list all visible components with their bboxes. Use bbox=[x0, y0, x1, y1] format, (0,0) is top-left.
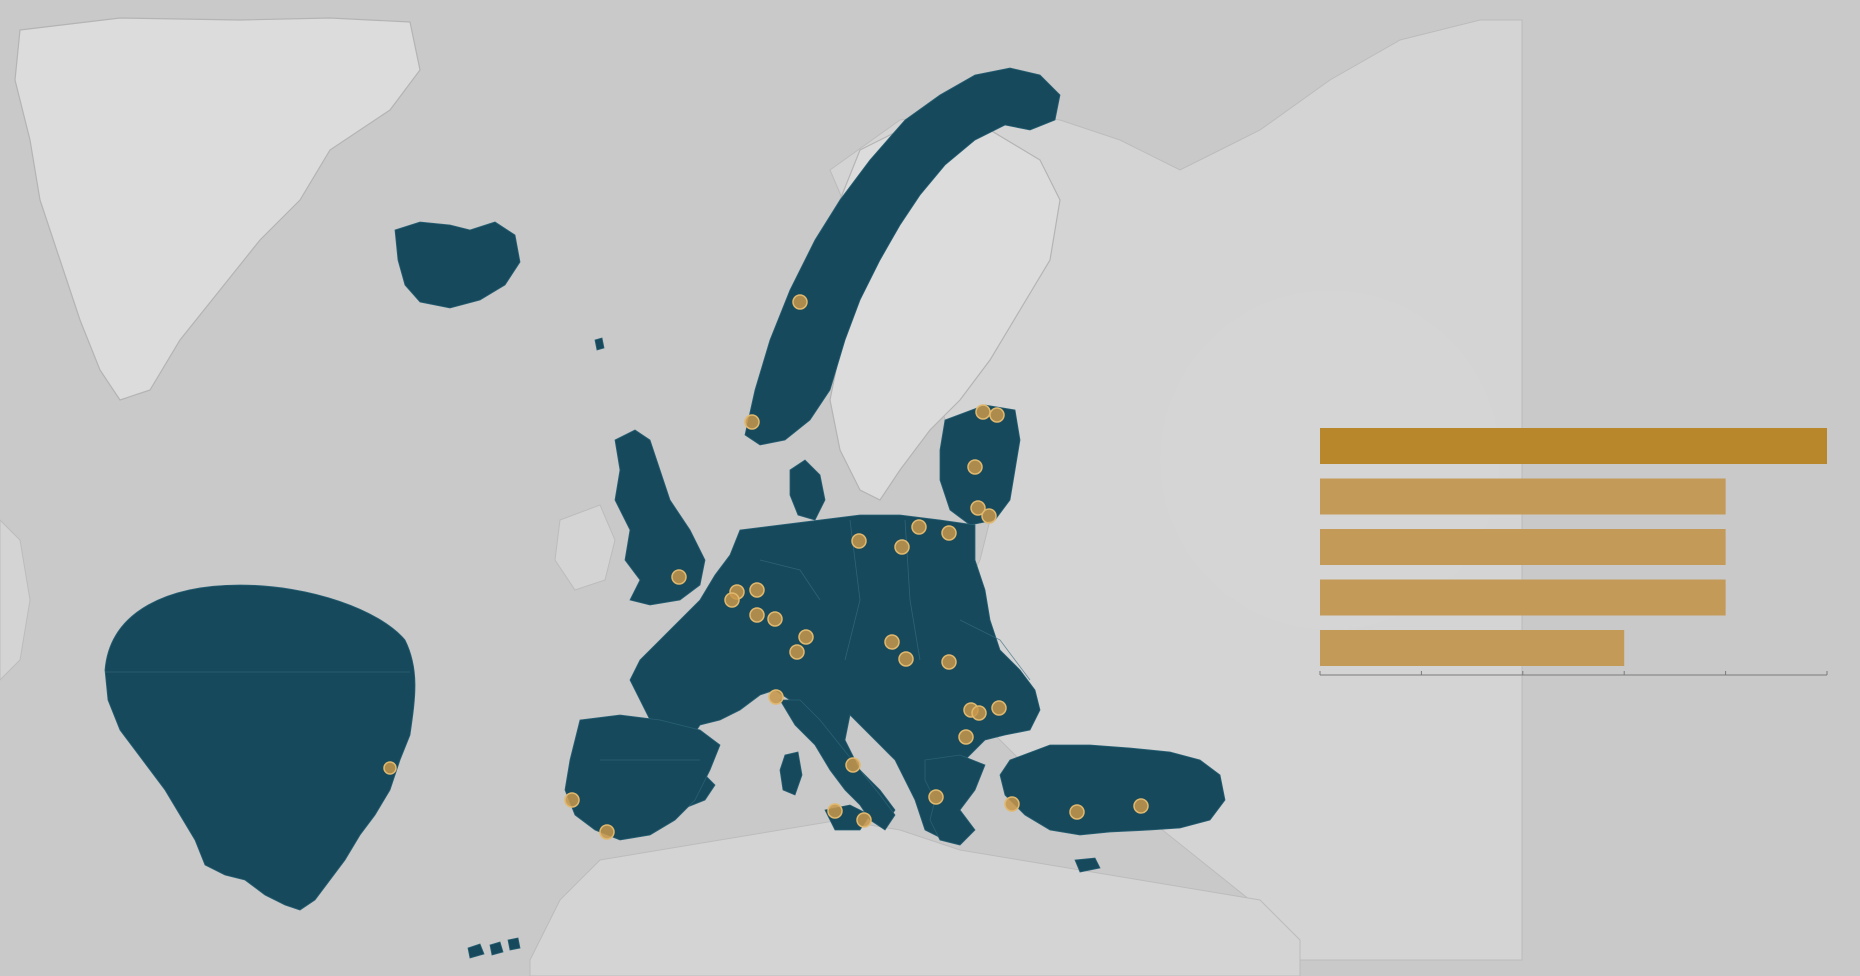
site-marker[interactable] bbox=[911, 519, 927, 535]
site-marker[interactable] bbox=[749, 582, 765, 598]
site-marker[interactable] bbox=[744, 414, 760, 430]
site-marker[interactable] bbox=[1004, 796, 1020, 812]
site-marker[interactable] bbox=[599, 824, 615, 840]
border-line-3 bbox=[759, 559, 821, 601]
italy[interactable] bbox=[779, 699, 896, 831]
site-marker[interactable] bbox=[798, 629, 814, 645]
site-marker[interactable] bbox=[1133, 798, 1149, 814]
site-marker[interactable] bbox=[856, 812, 872, 828]
site-marker[interactable] bbox=[724, 592, 740, 608]
small-island-1[interactable] bbox=[467, 943, 485, 959]
bar[interactable] bbox=[1320, 630, 1625, 666]
site-marker[interactable] bbox=[884, 634, 900, 650]
north-africa-landmass bbox=[529, 819, 1301, 976]
site-marker[interactable] bbox=[989, 407, 1005, 423]
bar[interactable] bbox=[1320, 478, 1726, 515]
site-marker[interactable] bbox=[981, 508, 997, 524]
site-marker[interactable] bbox=[1069, 804, 1085, 820]
bar[interactable] bbox=[1320, 579, 1726, 616]
site-marker[interactable] bbox=[789, 644, 805, 660]
site-marker[interactable] bbox=[827, 803, 843, 819]
site-marker[interactable] bbox=[898, 651, 914, 667]
site-marker[interactable] bbox=[971, 705, 987, 721]
ireland-landmass bbox=[554, 504, 616, 591]
iceland[interactable] bbox=[394, 221, 521, 309]
turkey[interactable] bbox=[999, 744, 1226, 836]
iberia[interactable] bbox=[564, 714, 721, 841]
site-marker[interactable] bbox=[792, 294, 808, 310]
site-marker[interactable] bbox=[958, 729, 974, 745]
border-line-4 bbox=[959, 619, 1031, 681]
site-marker[interactable] bbox=[768, 689, 784, 705]
site-marker[interactable] bbox=[767, 611, 783, 627]
small-island-3[interactable] bbox=[507, 937, 521, 951]
cyprus[interactable] bbox=[1074, 857, 1101, 873]
site-marker[interactable] bbox=[991, 700, 1007, 716]
small-island-2[interactable] bbox=[489, 941, 504, 956]
bar[interactable] bbox=[1320, 529, 1726, 565]
left-edge-landmass bbox=[0, 519, 31, 681]
site-marker[interactable] bbox=[967, 459, 983, 475]
site-marker[interactable] bbox=[851, 533, 867, 549]
site-marker[interactable] bbox=[941, 654, 957, 670]
site-marker[interactable] bbox=[928, 789, 944, 805]
site-marker[interactable] bbox=[749, 607, 765, 623]
site-marker[interactable] bbox=[975, 404, 991, 420]
sardinia[interactable] bbox=[779, 751, 803, 796]
border-line-1 bbox=[844, 519, 861, 661]
bar-chart bbox=[1319, 428, 1828, 676]
site-marker[interactable] bbox=[845, 757, 861, 773]
norway[interactable] bbox=[744, 67, 1061, 446]
site-marker[interactable] bbox=[671, 569, 687, 585]
site-marker[interactable] bbox=[564, 792, 580, 808]
greenland-landmass bbox=[14, 17, 421, 401]
bar[interactable] bbox=[1320, 428, 1827, 464]
site-marker[interactable] bbox=[894, 539, 910, 555]
united-kingdom[interactable] bbox=[614, 429, 706, 606]
north-america-globe[interactable] bbox=[104, 584, 416, 911]
faroe-islands[interactable] bbox=[594, 337, 605, 351]
site-marker[interactable] bbox=[970, 500, 986, 516]
site-marker[interactable] bbox=[941, 525, 957, 541]
site-markers bbox=[383, 294, 1149, 840]
denmark[interactable] bbox=[789, 459, 826, 521]
site-marker[interactable] bbox=[383, 761, 397, 775]
